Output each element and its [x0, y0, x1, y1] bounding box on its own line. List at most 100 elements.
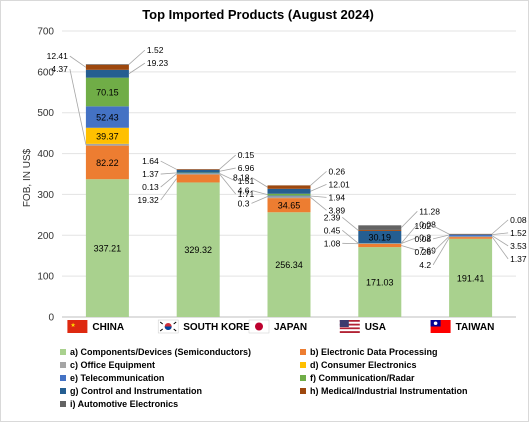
legend-item: a) Components/Devices (Semiconductors): [60, 347, 251, 357]
callout-line: [251, 177, 268, 188]
callout-line: [401, 236, 418, 244]
y-tick-label: 200: [37, 231, 54, 242]
data-label: 6.96: [238, 163, 255, 173]
data-label: 3.89: [329, 205, 346, 215]
bar-segment: [267, 195, 311, 197]
bar-segment: [176, 182, 220, 317]
bar-segment: [85, 143, 129, 146]
callout-line: [310, 195, 327, 198]
data-label: 0.26: [329, 166, 346, 176]
data-label: 0.15: [238, 150, 255, 160]
data-label: 1.02: [415, 221, 432, 231]
callout-line: [491, 236, 509, 260]
legend-label: e) Telecommunication: [70, 373, 164, 383]
data-label: 0.3: [238, 198, 250, 208]
data-label: 70.15: [96, 88, 119, 98]
callout-line: [491, 219, 509, 235]
data-label: 0.08: [415, 234, 432, 244]
data-label: 1.71: [238, 189, 255, 199]
data-label: 0.2: [419, 232, 431, 242]
bar-segment: [267, 198, 311, 213]
legend-label: a) Components/Devices (Semiconductors): [70, 347, 251, 357]
callout-line: [160, 178, 178, 201]
legend-label: c) Office Equipment: [70, 360, 155, 370]
data-label: 4.6: [238, 185, 250, 195]
legend-label: i) Automotive Electronics: [70, 399, 178, 409]
bar-segment: [85, 64, 129, 70]
data-label: 1.52: [147, 45, 164, 55]
legend-item: c) Office Equipment: [60, 360, 155, 370]
y-tick-label: 300: [37, 190, 54, 201]
legend-item: g) Control and Instrumentation: [60, 386, 202, 396]
chart-title: Top Imported Products (August 2024): [142, 7, 374, 22]
bar-segment: [267, 193, 311, 196]
callout-line: [219, 173, 237, 195]
data-label: 171.03: [366, 278, 394, 288]
data-label: 82.22: [96, 158, 119, 168]
data-label: 52.43: [96, 113, 119, 123]
callout-line: [400, 224, 418, 244]
callout-line: [491, 235, 509, 247]
legend-swatch: [300, 375, 306, 381]
data-label: 39.37: [96, 131, 119, 141]
usa-flag-icon: [339, 320, 360, 333]
callout-line: [128, 49, 146, 65]
bar-segment: [267, 188, 311, 194]
bar-segment: [176, 174, 220, 183]
legend-item: i) Automotive Electronics: [60, 399, 178, 409]
bar-segment: [449, 236, 493, 238]
bar-segment: [176, 169, 220, 173]
legend-label: h) Medical/Industrial Instrumentation: [310, 386, 468, 396]
south-korea-flag-icon: [157, 319, 179, 334]
data-label: 256.34: [275, 260, 303, 270]
x-tick-label: CHINA: [92, 322, 124, 333]
bar-segment: [176, 172, 220, 174]
data-label: 12.01: [329, 179, 351, 189]
callout-line: [310, 184, 327, 192]
china-flag-icon: ★: [67, 320, 88, 333]
legend-label: b) Electronic Data Processing: [310, 347, 438, 357]
bar-segment: [358, 229, 402, 231]
data-label: 1.94: [329, 192, 346, 202]
callout-line: [432, 236, 450, 253]
data-label: 1.64: [142, 156, 159, 166]
data-label: 1.51: [238, 176, 255, 186]
legend-swatch: [60, 362, 66, 368]
bar-segment: [449, 237, 493, 239]
callout-line: [342, 230, 359, 244]
data-label: 337.21: [94, 244, 122, 254]
callout-line: [342, 217, 359, 231]
data-label: 4.37: [51, 64, 68, 74]
y-tick-label: 100: [37, 272, 54, 283]
bar-segment: [176, 173, 220, 174]
data-label: 7.69: [419, 245, 436, 255]
callout-line: [160, 160, 177, 170]
bar-segment: [449, 238, 493, 317]
y-tick-label: 700: [37, 27, 54, 38]
x-tick-label: SOUTH KOREA: [183, 322, 257, 333]
callout-line: [251, 189, 268, 196]
legend-swatch: [60, 401, 66, 407]
data-label: 0.08: [510, 215, 527, 225]
legend-label: g) Control and Instrumentation: [70, 386, 202, 396]
callout-line: [219, 167, 236, 172]
y-tick-label: 0: [48, 313, 54, 324]
data-label: 19.32: [137, 195, 159, 205]
legend-swatch: [60, 349, 66, 355]
legend-swatch: [300, 349, 306, 355]
legend-item: h) Medical/Industrial Instrumentation: [300, 386, 468, 396]
data-label: 1.37: [142, 169, 159, 179]
legend-item: f) Communication/Radar: [300, 373, 415, 383]
legend-swatch: [60, 388, 66, 394]
bar-segment: [358, 225, 402, 230]
y-tick-label: 600: [37, 67, 54, 78]
callout-line: [310, 197, 327, 211]
legend-label: f) Communication/Radar: [310, 373, 415, 383]
y-tick-label: 500: [37, 108, 54, 119]
bar-segment: [176, 169, 220, 170]
callout-line: [432, 225, 450, 235]
legend-swatch: [60, 375, 66, 381]
data-label: 8.18: [233, 172, 250, 182]
svg-text:★: ★: [70, 322, 75, 329]
